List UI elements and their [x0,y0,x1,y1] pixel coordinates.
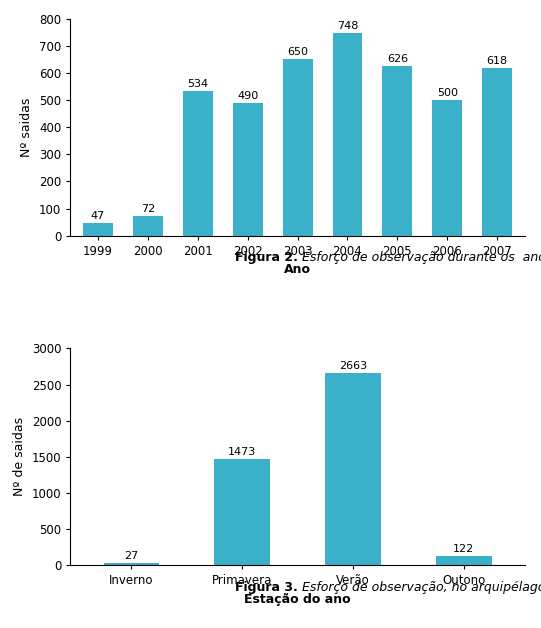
Bar [333,33,362,236]
Text: 490: 490 [237,90,258,100]
Bar [432,100,463,236]
Text: 2663: 2663 [339,360,367,371]
Text: 618: 618 [487,56,508,66]
Bar [83,223,113,236]
Bar [325,373,381,565]
Bar [483,68,512,236]
Text: Esforço de observação, no arquipélago dos Açores, por estação do ano,: Esforço de observação, no arquipélago do… [298,581,541,594]
Bar [103,563,159,565]
Text: Esforço de observação durante os  anos de estudo.: Esforço de observação durante os anos de… [298,251,541,264]
Y-axis label: Nº de saidas: Nº de saidas [13,417,26,496]
Text: 500: 500 [437,88,458,98]
Text: 748: 748 [337,21,358,31]
Bar [133,216,163,236]
Y-axis label: Nº saidas: Nº saidas [21,97,34,157]
Bar [214,458,270,565]
Bar [436,556,492,565]
Bar [282,60,313,236]
Text: Figura 3.: Figura 3. [235,581,298,594]
Bar [233,103,262,236]
Bar [183,91,213,236]
Text: 27: 27 [124,551,138,561]
Text: Figura 2.: Figura 2. [235,251,298,264]
Text: 650: 650 [287,47,308,57]
X-axis label: Ano: Ano [284,263,311,276]
Text: 72: 72 [141,204,155,214]
Bar [382,66,412,236]
Text: 626: 626 [387,54,408,64]
Text: 122: 122 [453,544,474,555]
Text: 1473: 1473 [228,447,256,457]
Text: 534: 534 [187,78,208,89]
X-axis label: Estação do ano: Estação do ano [244,593,351,606]
Text: 47: 47 [91,211,105,221]
